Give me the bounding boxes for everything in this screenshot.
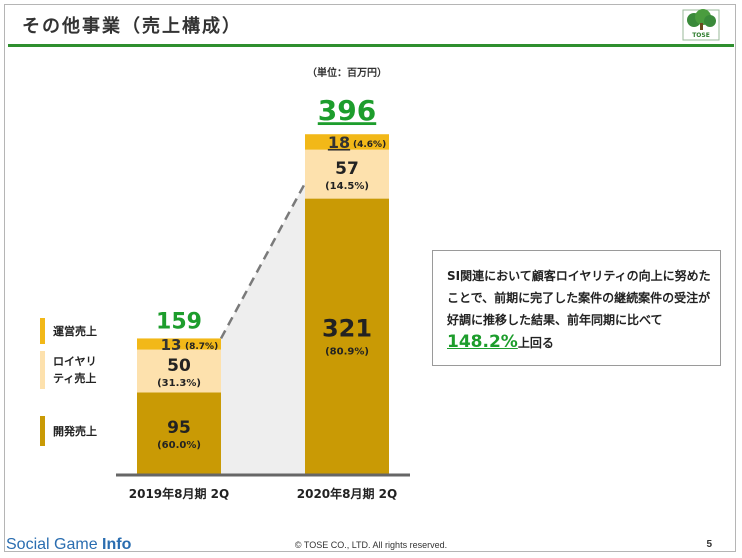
bar-pct-label: (80.9%): [325, 346, 369, 357]
legend-item-royalty: ロイヤリ ティ売上: [40, 351, 105, 389]
bar-group: [137, 134, 389, 474]
bar-pct-label: (60.0%): [157, 440, 201, 451]
footer-copyright: © TOSE CO., LTD. All rights reserved.: [294, 540, 448, 550]
bar-segment-royalty: [305, 149, 389, 199]
bar-value-label: 321: [322, 314, 372, 342]
bar-total-label: 159: [156, 309, 202, 334]
bar-segment-development: [137, 392, 221, 474]
note-box: SI関連において顧客ロイヤリティの向上に努めたことで、前期に完了した案件の継続案…: [432, 250, 721, 366]
legend-swatch-operations: [40, 318, 45, 344]
unit-label: （単位：百万円）: [307, 66, 387, 79]
slide-title: その他事業（売上構成）: [22, 16, 242, 37]
legend-item-development: 開発売上: [40, 416, 97, 446]
bar-segment-development: [305, 198, 389, 474]
slide-frame: [4, 4, 736, 552]
bar-value-label: 13: [161, 336, 182, 354]
bar-value-label: 57: [335, 159, 359, 179]
bar-pct-label: (4.6%): [353, 140, 386, 150]
bar-segment-operations: [137, 338, 221, 350]
legend-label-royalty: ロイヤリ ティ売上: [53, 355, 97, 385]
x-tick-label: 2020年8月期 2Q: [297, 486, 397, 501]
page-number: 5: [706, 539, 712, 550]
logo-text: TOSE: [692, 32, 710, 39]
bar-segment-operations: [305, 134, 389, 150]
bar-value-label: 18: [328, 133, 350, 152]
footer-brand: Social Game Info: [6, 536, 131, 554]
note-text-end: 上回る: [517, 336, 554, 350]
bar-value-label: 95: [167, 418, 191, 438]
note-text: SI関連において顧客ロイヤリティの向上に努めたことで、前期に完了した案件の継続案…: [447, 269, 711, 327]
bar-pct-label: (31.3%): [157, 378, 201, 389]
brand-part2: Info: [102, 536, 132, 553]
connector-band: [221, 183, 305, 474]
legend-label-development: 開発売上: [53, 424, 97, 438]
legend-swatch-development: [40, 416, 45, 446]
title-underline: [8, 44, 734, 47]
bar-total-label: 396: [318, 94, 376, 127]
label-group: 95 (60.0%) 50 (31.3%) 13 (8.7%) 159 2019年8月期 2Q…: [129, 66, 397, 501]
brand-part1: Social Game: [6, 536, 103, 553]
tose-logo: TOSE: [682, 9, 720, 41]
bar-value-label: 50: [167, 356, 191, 376]
bar-pct-label: (8.7%): [185, 342, 218, 352]
legend-item-operations: 運営売上: [40, 318, 97, 344]
bar-segment-royalty: [137, 349, 221, 393]
note-highlight-percent: 148.2%: [447, 332, 518, 352]
legend-swatch-royalty: [40, 351, 45, 389]
bar-pct-label: (14.5%): [325, 181, 369, 192]
legend-label-operations: 運営売上: [53, 324, 97, 338]
x-tick-label: 2019年8月期 2Q: [129, 486, 229, 501]
